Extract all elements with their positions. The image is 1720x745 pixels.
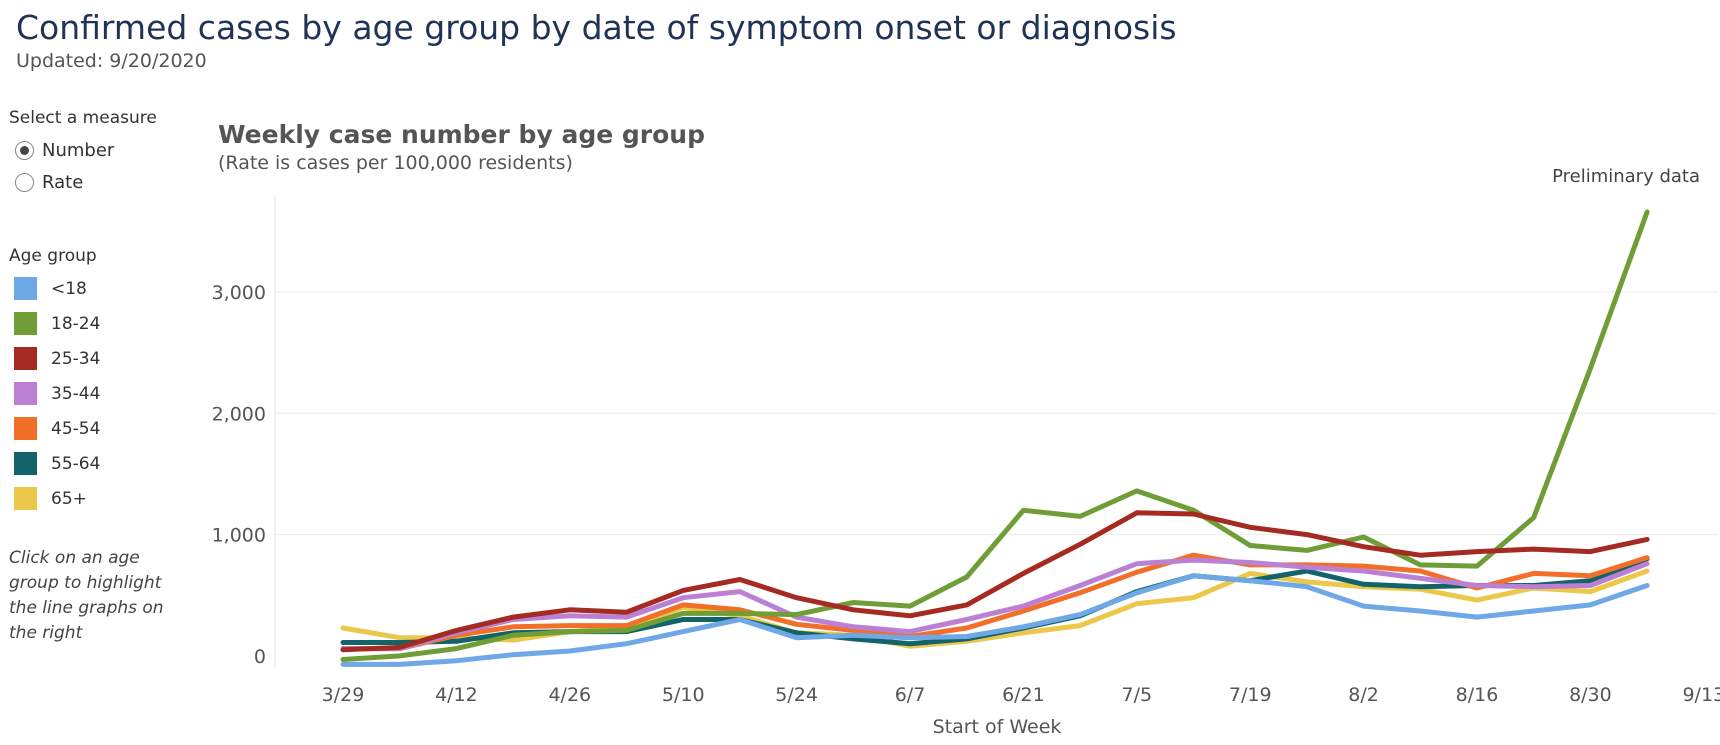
- radio-unselected-icon[interactable]: [15, 173, 34, 192]
- radio-number-label: Number: [42, 140, 115, 161]
- x-tick-label: 8/30: [1569, 684, 1612, 706]
- legend-swatch: [14, 382, 37, 405]
- legend-item[interactable]: 25-34: [14, 347, 100, 370]
- x-tick-label: 8/16: [1456, 684, 1499, 706]
- x-axis-label: Start of Week: [933, 716, 1062, 738]
- legend-label: 45-54: [51, 418, 101, 439]
- legend-swatch: [14, 347, 37, 370]
- x-tick-label: 4/12: [435, 684, 478, 706]
- x-tick-label: 5/24: [775, 684, 818, 706]
- radio-number[interactable]: Number: [15, 140, 114, 161]
- legend-item[interactable]: 45-54: [14, 417, 100, 440]
- updated-date: Updated: 9/20/2020: [16, 50, 207, 72]
- legend-swatch: [14, 487, 37, 510]
- legend-label: 55-64: [51, 453, 101, 474]
- legend-hint: Click on an age group to highlight the l…: [9, 548, 164, 643]
- x-tick-label: 6/21: [1002, 684, 1045, 706]
- series-line: [340, 209, 1650, 662]
- x-tick-label: 5/10: [662, 684, 705, 706]
- legend-swatch: [14, 277, 37, 300]
- y-tick-label: 2,000: [212, 403, 266, 425]
- legend-item[interactable]: 65+: [14, 487, 87, 510]
- series-line: [340, 557, 1650, 652]
- chart-title: Weekly case number by age group: [218, 120, 705, 149]
- legend-label: <18: [51, 278, 87, 299]
- x-tick-label: 9/13: [1682, 684, 1720, 706]
- legend-swatch: [14, 417, 37, 440]
- preliminary-data-annotation: Preliminary data: [1552, 166, 1700, 187]
- chart-subtitle: (Rate is cases per 100,000 residents): [218, 152, 573, 174]
- legend-item[interactable]: 18-24: [14, 312, 100, 335]
- page-title: Confirmed cases by age group by date of …: [16, 8, 1177, 47]
- legend-label: 65+: [51, 488, 87, 509]
- radio-selected-icon[interactable]: [15, 141, 34, 160]
- measure-selector-title: Select a measure: [9, 108, 157, 128]
- y-tick-label: 0: [254, 646, 266, 668]
- y-tick-label: 3,000: [212, 282, 266, 304]
- legend-item[interactable]: 55-64: [14, 452, 100, 475]
- series-line: [340, 552, 1650, 652]
- radio-rate-label: Rate: [42, 172, 84, 193]
- legend-swatch: [14, 312, 37, 335]
- x-tick-label: 7/5: [1122, 684, 1153, 706]
- radio-dot-icon: [20, 146, 29, 155]
- x-tick-label: 8/2: [1348, 684, 1379, 706]
- series-line: [340, 573, 1650, 667]
- y-tick-label: 1,000: [212, 525, 266, 547]
- radio-rate[interactable]: Rate: [15, 172, 83, 193]
- x-tick-label: 6/7: [895, 684, 926, 706]
- series-line: [340, 510, 1650, 653]
- legend-label: 18-24: [51, 313, 101, 334]
- legend-label: 25-34: [51, 348, 101, 369]
- legend-swatch: [14, 452, 37, 475]
- age-group-legend-title: Age group: [9, 246, 97, 266]
- x-tick-label: 7/19: [1229, 684, 1272, 706]
- x-tick-label: 4/26: [548, 684, 591, 706]
- x-tick-label: 3/29: [322, 684, 365, 706]
- legend-item[interactable]: <18: [14, 277, 87, 300]
- legend-label: 35-44: [51, 383, 101, 404]
- legend-item[interactable]: 35-44: [14, 382, 100, 405]
